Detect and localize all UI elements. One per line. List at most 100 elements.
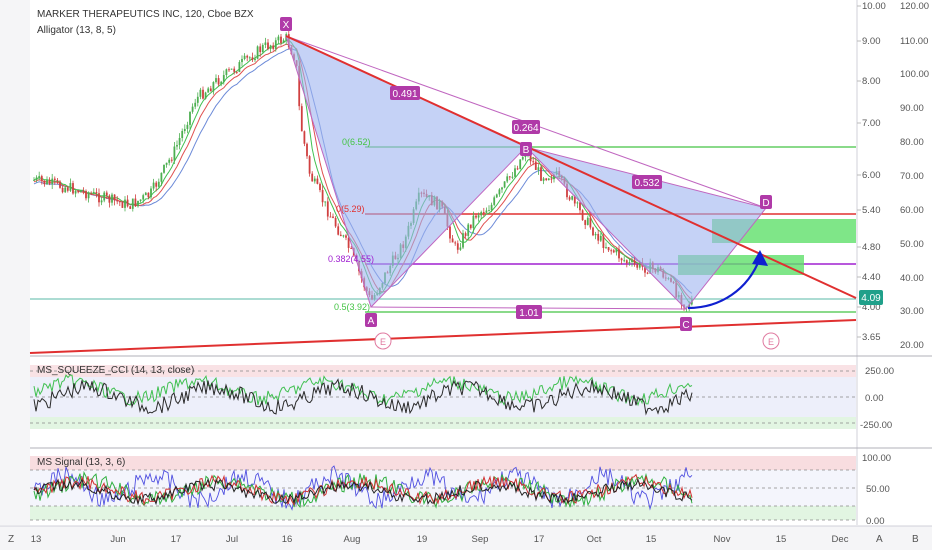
candle-body — [334, 217, 337, 227]
candle-body — [178, 138, 181, 145]
candle-body — [589, 217, 592, 228]
candle-body — [144, 192, 147, 196]
candle-body — [212, 82, 215, 92]
candle-body — [464, 233, 467, 236]
point-b-badge — [520, 142, 532, 156]
candle-body — [501, 187, 503, 190]
candle-body — [189, 111, 191, 125]
price-tick-right: 30.00 — [900, 306, 924, 317]
price-tick-left: 8.00 — [862, 76, 881, 87]
candle-body — [620, 258, 623, 261]
candle-body — [594, 233, 597, 236]
price-tick-left: 7.00 — [862, 118, 881, 129]
candle-body — [342, 235, 345, 237]
candle-body — [550, 178, 553, 180]
ratio-badge-bcd — [632, 175, 662, 189]
candle-body — [571, 196, 574, 200]
candle-body — [272, 45, 275, 49]
time-ticks: 13 Jun 17 Jul 16 Aug 19 Sep 17 Oct 15 Nov 15 Dec — [31, 534, 849, 545]
candle-body — [168, 159, 171, 163]
candle-body — [181, 130, 184, 139]
time-tick: 19 — [417, 534, 428, 545]
price-tick-left: 4.80 — [862, 242, 881, 253]
candle-body — [467, 224, 470, 236]
candle-body — [66, 187, 69, 191]
ms-signal-pane[interactable]: MS Signal (13, 3, 6) 100.00 50.00 0.00 — [30, 447, 932, 527]
candle-body — [511, 176, 514, 178]
price-tick-left: 6.00 — [862, 170, 881, 181]
price-axis[interactable]: 10.00 9.00 8.00 7.00 6.00 5.40 4.80 4.40 4.00 3.6… — [856, 0, 929, 525]
candle-body — [72, 183, 74, 194]
squeeze-cci-pane[interactable]: MS_SQUEEZE_CCI (14, 13, close) 250.00 0.… — [30, 355, 932, 431]
candle-body — [254, 58, 256, 61]
candle-body — [488, 210, 490, 212]
signal-line-black — [33, 478, 693, 506]
earnings-marker-1[interactable] — [374, 332, 392, 350]
candle-body — [48, 179, 51, 185]
time-tick: 13 — [31, 534, 42, 545]
candle-body — [568, 197, 571, 200]
candle-body — [584, 220, 587, 225]
earnings-marker-2[interactable] — [762, 332, 780, 350]
candle-body — [165, 162, 168, 165]
candle-body — [339, 234, 342, 237]
candle-body — [142, 195, 145, 200]
price-tick-right: 40.00 — [900, 273, 924, 284]
candle-body — [209, 88, 212, 92]
candle-body — [485, 210, 488, 213]
signal-tick-0: 0.00 — [866, 516, 885, 527]
candle-body — [40, 176, 43, 181]
candle-body — [186, 124, 189, 129]
signal-tick-50: 50.00 — [866, 484, 890, 495]
candle-body — [459, 247, 462, 250]
point-c-badge — [680, 317, 692, 331]
candle-body — [111, 194, 113, 203]
squeeze-tick-250: 250.00 — [865, 366, 894, 377]
candle-body — [196, 96, 199, 103]
price-tick-right: 80.00 — [900, 137, 924, 148]
signal-line-red — [33, 473, 693, 507]
current-price-badge — [859, 290, 883, 305]
candle-body — [225, 69, 228, 76]
time-tick: 15 — [776, 534, 787, 545]
candle-body — [337, 226, 340, 235]
candle-body — [490, 204, 493, 211]
candle-body — [607, 247, 610, 251]
candle-body — [638, 262, 641, 268]
ratio-badge-xab — [390, 86, 420, 100]
candle-body — [631, 260, 633, 263]
footer-z[interactable]: Z — [8, 534, 14, 545]
price-tick-left: 9.00 — [862, 36, 881, 47]
price-ticks-left: 10.00 9.00 8.00 7.00 6.00 5.40 4.80 4.40 4.00 3.6… — [857, 1, 886, 343]
ratio-badge-abc — [516, 305, 542, 319]
ratio-badge-xad — [512, 120, 540, 134]
indicator-label: Alligator (13, 8, 5) — [37, 25, 116, 36]
candle-body — [277, 36, 280, 41]
squeeze-oversold-band — [30, 417, 856, 429]
candle-body — [92, 191, 95, 194]
price-pane[interactable]: 0(6.52) 0(5.29) 0.382(4.55) 0.5(3.92) 0.… — [29, 9, 857, 354]
candle-body — [228, 69, 230, 71]
time-axis[interactable]: 13 Jun 17 Jul 16 Aug 19 Sep 17 Oct 15 Nov 15 Dec Z A … — [0, 525, 932, 550]
candle-body — [118, 201, 121, 203]
candle-body — [129, 206, 132, 209]
candle-body — [215, 78, 217, 83]
footer-a[interactable]: A — [876, 534, 883, 545]
footer-b[interactable]: B — [912, 534, 919, 545]
candle-body — [51, 178, 54, 185]
price-tick-left: 4.40 — [862, 272, 881, 283]
price-tick-left: 10.00 — [862, 1, 886, 12]
candle-body — [152, 182, 155, 189]
signal-overbought-band — [30, 456, 856, 470]
candle-body — [316, 178, 319, 184]
time-tick: 15 — [646, 534, 657, 545]
candle-body — [602, 235, 605, 248]
arrow-head-icon — [752, 250, 768, 266]
candle-body — [264, 42, 267, 45]
candle-body — [147, 192, 150, 198]
projection-arrow — [687, 257, 762, 310]
price-tick-right: 120.00 — [900, 1, 929, 12]
candle-body — [605, 247, 607, 249]
candle-body — [482, 212, 485, 214]
